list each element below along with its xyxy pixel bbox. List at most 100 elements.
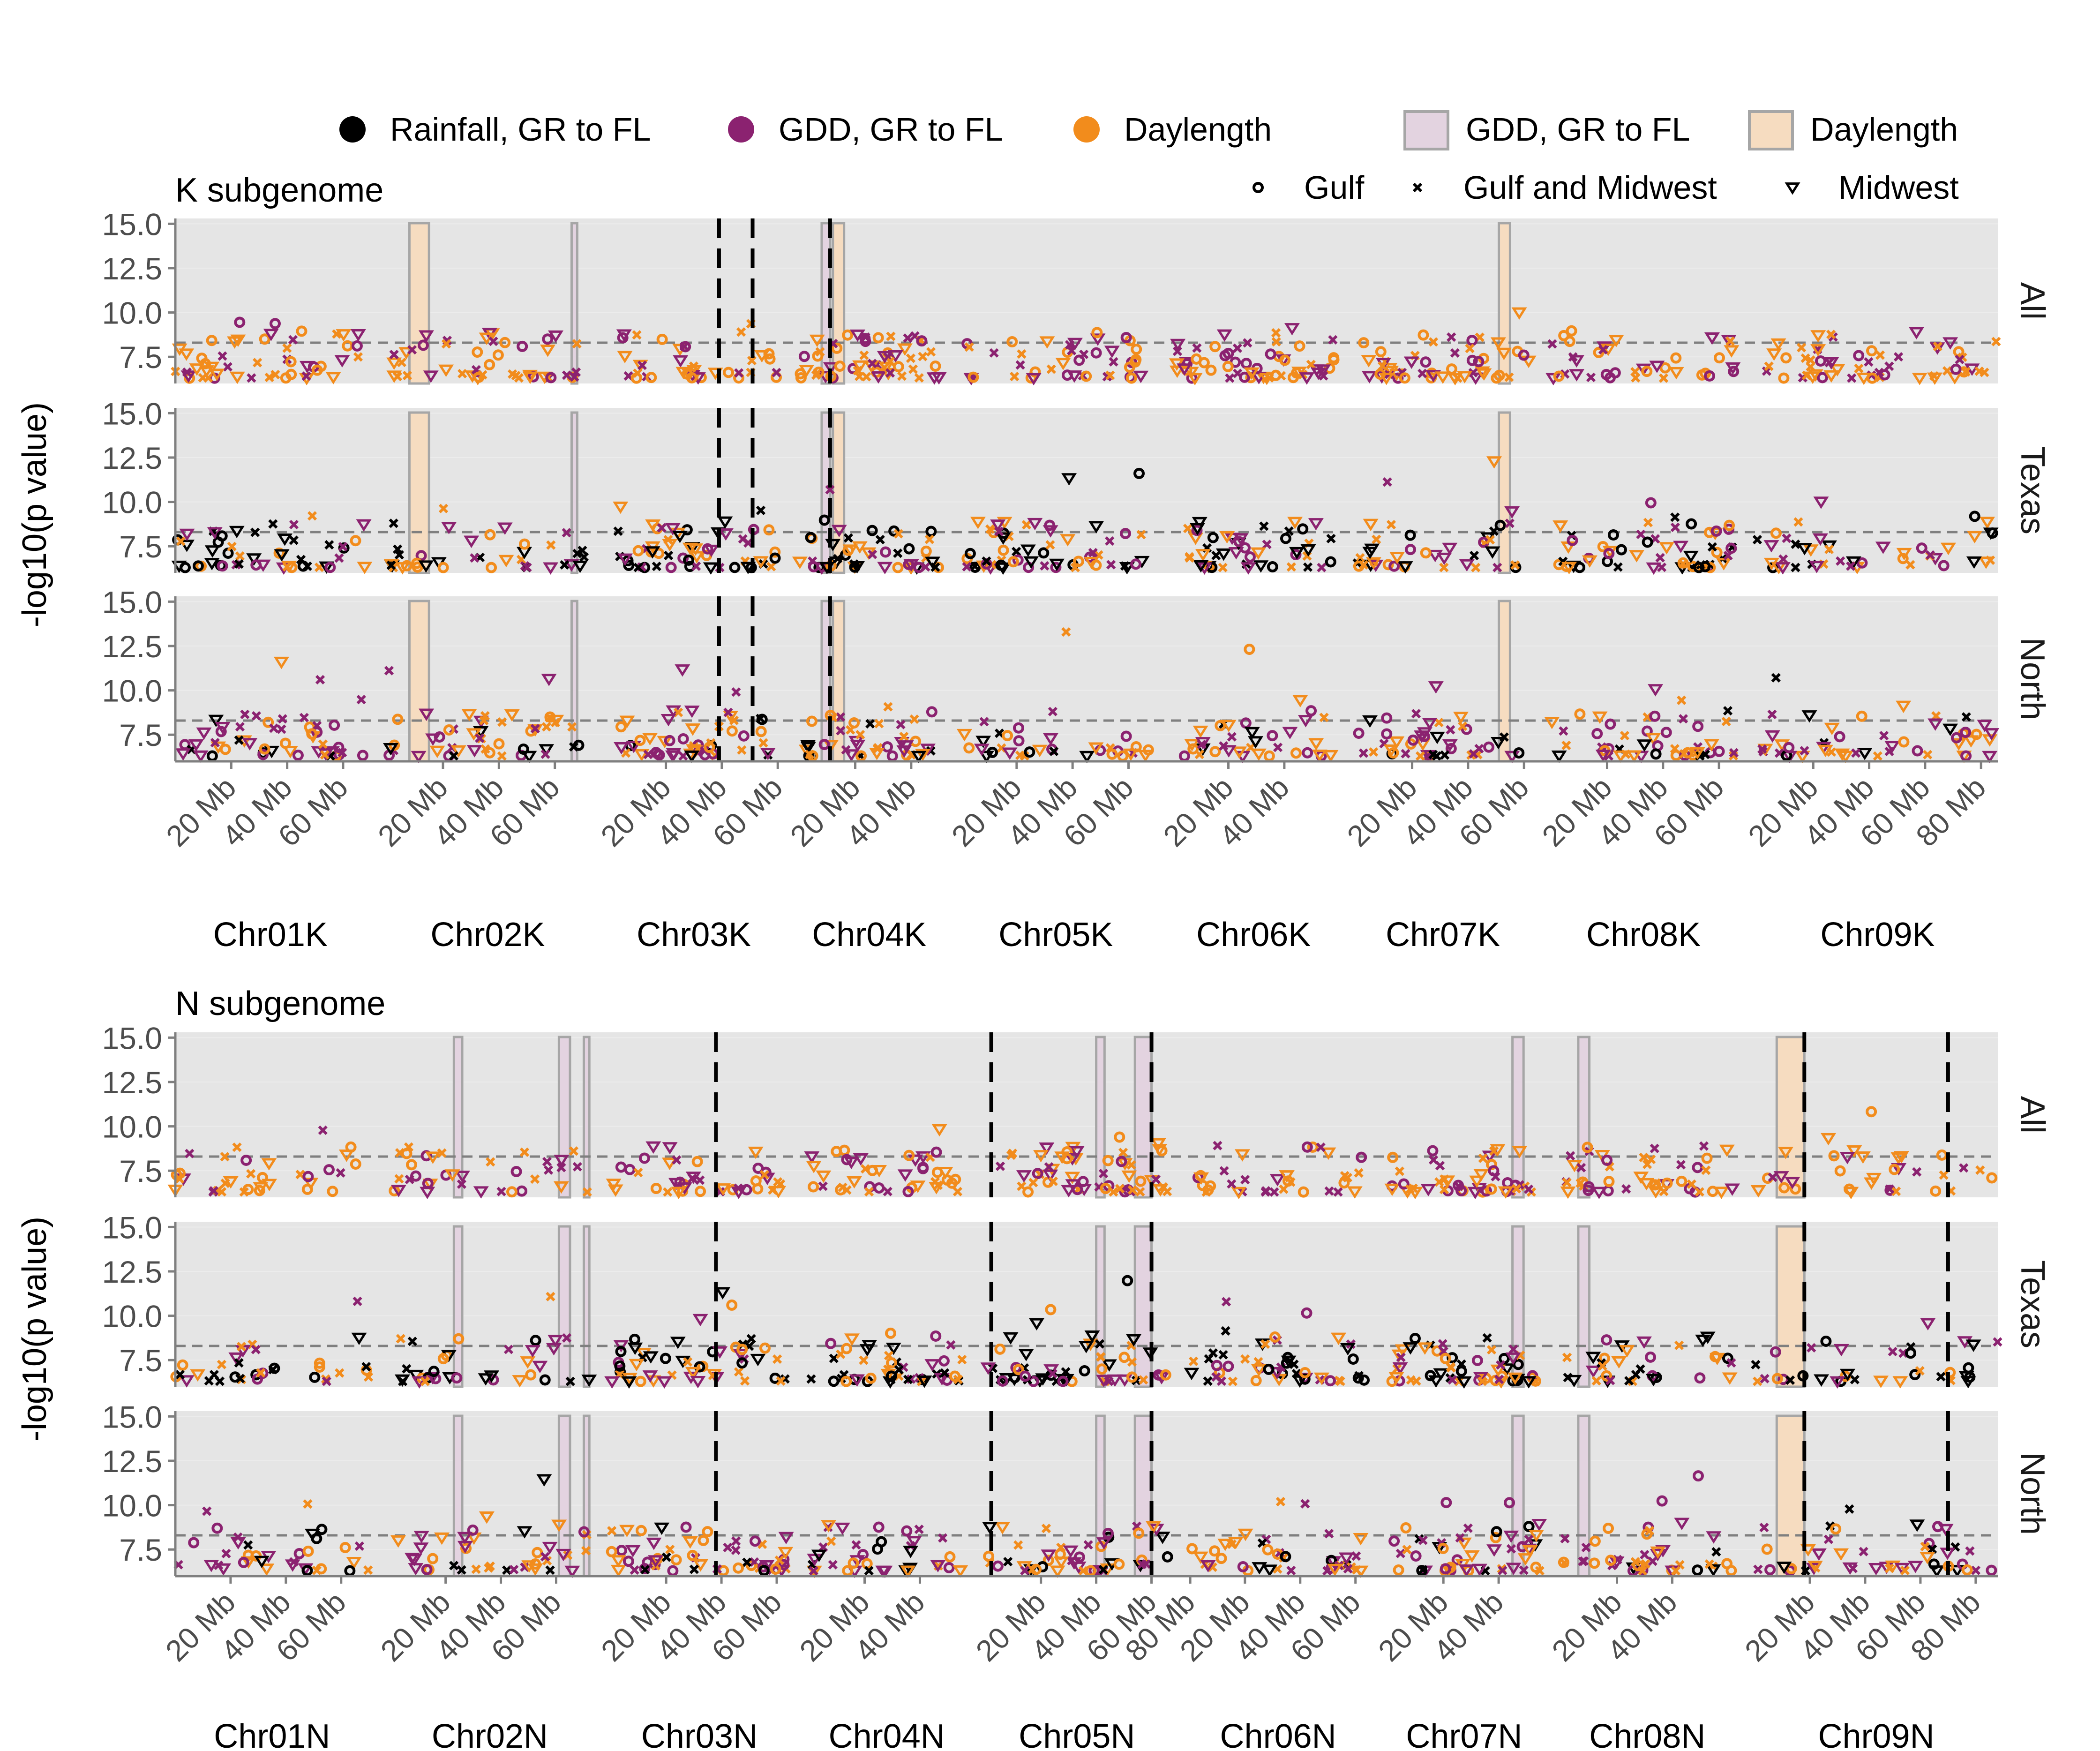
- snp-point: [234, 1358, 244, 1368]
- snp-point: [1362, 715, 1378, 728]
- snp-point: [1466, 354, 1478, 366]
- snp-point: [504, 709, 520, 722]
- snp-point: [734, 1183, 743, 1193]
- snp-point: [1114, 1131, 1125, 1143]
- snp-point: [1598, 345, 1608, 355]
- snp-point: [273, 656, 289, 669]
- snp-point: [1142, 744, 1154, 756]
- snp-point: [1482, 1333, 1492, 1343]
- snp-point: [1107, 1374, 1123, 1387]
- snp-point: [1269, 1174, 1285, 1187]
- snp-point: [630, 1565, 639, 1575]
- snp-point: [1693, 562, 1705, 573]
- snp-point: [1244, 644, 1255, 655]
- daylength-region: [1775, 1225, 1806, 1388]
- snp-point: [217, 560, 228, 572]
- snp-point: [1436, 552, 1452, 565]
- snp-point: [1070, 563, 1080, 572]
- snp-point: [223, 1176, 239, 1189]
- snp-point: [1027, 518, 1043, 531]
- snp-point: [1942, 337, 1958, 350]
- snp-point: [1009, 372, 1020, 382]
- snp-point: [645, 546, 660, 559]
- snp-point: [1133, 1527, 1145, 1539]
- snp-point: [689, 551, 705, 564]
- snp-point: [1674, 1340, 1684, 1350]
- snp-point: [532, 1547, 543, 1558]
- snp-point: [235, 722, 245, 732]
- snp-point: [1388, 560, 1400, 572]
- snp-point: [1966, 556, 1982, 569]
- snp-point: [1294, 340, 1305, 352]
- snp-point: [437, 1148, 447, 1158]
- snp-point: [1519, 1565, 1529, 1575]
- snp-point: [1308, 738, 1324, 751]
- snp-point: [567, 722, 577, 732]
- snp-point: [645, 1141, 661, 1154]
- snp-point: [764, 353, 776, 365]
- snp-point: [1340, 1343, 1356, 1356]
- gdd-region: [570, 411, 578, 574]
- snp-point: [312, 721, 322, 731]
- snp-point: [1843, 1187, 1859, 1200]
- snp-point: [1711, 547, 1723, 558]
- snp-point: [1678, 559, 1688, 569]
- snp-point: [915, 749, 931, 761]
- snp-point: [1582, 1142, 1593, 1153]
- snp-point: [1817, 744, 1833, 758]
- snp-point: [1456, 1537, 1472, 1550]
- snp-point: [987, 746, 998, 758]
- snp-point: [192, 560, 204, 572]
- snp-point: [1524, 1184, 1534, 1194]
- snp-point: [296, 325, 308, 337]
- snp-point: [247, 373, 256, 383]
- snp-point: [1485, 546, 1500, 559]
- snp-point: [1020, 1370, 1031, 1382]
- snp-point: [613, 501, 629, 514]
- snp-point: [510, 1165, 522, 1177]
- snp-point: [1838, 751, 1853, 763]
- snp-point: [1290, 747, 1302, 759]
- snp-points: [175, 627, 2000, 764]
- snp-point: [1279, 1170, 1295, 1183]
- snp-point: [1938, 1524, 1954, 1537]
- snp-point: [274, 549, 290, 562]
- snp-point: [457, 1179, 467, 1189]
- snp-point: [1240, 562, 1256, 575]
- snp-point: [1711, 1547, 1721, 1557]
- snp-point: [994, 1522, 1011, 1534]
- snp-point: [873, 1521, 885, 1533]
- snp-point: [1959, 1163, 1969, 1173]
- snp-point: [401, 1148, 412, 1159]
- snp-point: [1866, 1106, 1877, 1118]
- snp-point: [1856, 710, 1868, 722]
- snp-point: [931, 1166, 943, 1178]
- snp-point: [1323, 750, 1339, 763]
- gdd-region: [452, 1225, 464, 1388]
- snp-point: [920, 545, 932, 557]
- snp-point: [581, 1375, 597, 1387]
- snp-point: [1612, 750, 1628, 763]
- snp-point: [1020, 544, 1036, 557]
- snp-point: [1508, 1344, 1518, 1354]
- snp-point: [1120, 730, 1132, 742]
- snp-point: [1971, 1565, 1981, 1575]
- snp-point: [1048, 1368, 1058, 1379]
- snp-point: [892, 361, 904, 373]
- snp-point: [569, 1146, 579, 1156]
- snp-point: [1578, 1556, 1588, 1566]
- snp-point: [264, 372, 274, 383]
- snp-point: [1463, 1523, 1473, 1533]
- snp-point: [933, 1180, 943, 1190]
- snp-point: [1227, 1179, 1237, 1189]
- snp-point: [356, 519, 372, 532]
- snp-point: [475, 733, 485, 743]
- snp-point: [1330, 1332, 1347, 1345]
- snp-point: [1980, 368, 1989, 377]
- snp-point: [1135, 1175, 1147, 1187]
- snp-point: [1674, 1518, 1690, 1530]
- snp-point: [1591, 1187, 1607, 1199]
- gdd-region: [557, 1036, 571, 1199]
- snp-point: [1384, 1183, 1400, 1196]
- snp-point: [792, 556, 808, 569]
